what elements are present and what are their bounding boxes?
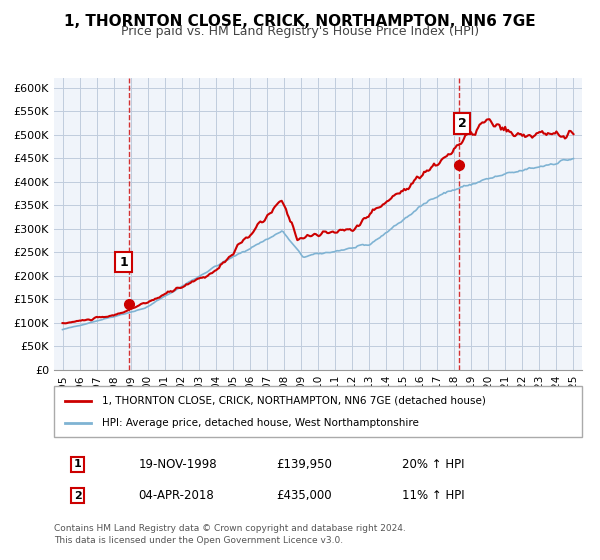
Text: 2: 2 [458, 117, 466, 130]
Text: 1: 1 [119, 256, 128, 269]
Text: 1, THORNTON CLOSE, CRICK, NORTHAMPTON, NN6 7GE (detached house): 1, THORNTON CLOSE, CRICK, NORTHAMPTON, N… [101, 395, 485, 405]
Text: 19-NOV-1998: 19-NOV-1998 [139, 458, 217, 471]
Text: 2: 2 [74, 491, 82, 501]
FancyBboxPatch shape [54, 386, 582, 437]
Text: 1, THORNTON CLOSE, CRICK, NORTHAMPTON, NN6 7GE: 1, THORNTON CLOSE, CRICK, NORTHAMPTON, N… [64, 14, 536, 29]
Text: Contains HM Land Registry data © Crown copyright and database right 2024.: Contains HM Land Registry data © Crown c… [54, 524, 406, 533]
Text: HPI: Average price, detached house, West Northamptonshire: HPI: Average price, detached house, West… [101, 418, 418, 428]
Text: Price paid vs. HM Land Registry's House Price Index (HPI): Price paid vs. HM Land Registry's House … [121, 25, 479, 38]
Text: 11% ↑ HPI: 11% ↑ HPI [403, 489, 465, 502]
Text: 04-APR-2018: 04-APR-2018 [139, 489, 214, 502]
Text: £435,000: £435,000 [276, 489, 331, 502]
Text: 20% ↑ HPI: 20% ↑ HPI [403, 458, 465, 471]
Text: This data is licensed under the Open Government Licence v3.0.: This data is licensed under the Open Gov… [54, 536, 343, 545]
Text: 1: 1 [74, 459, 82, 469]
Text: £139,950: £139,950 [276, 458, 332, 471]
